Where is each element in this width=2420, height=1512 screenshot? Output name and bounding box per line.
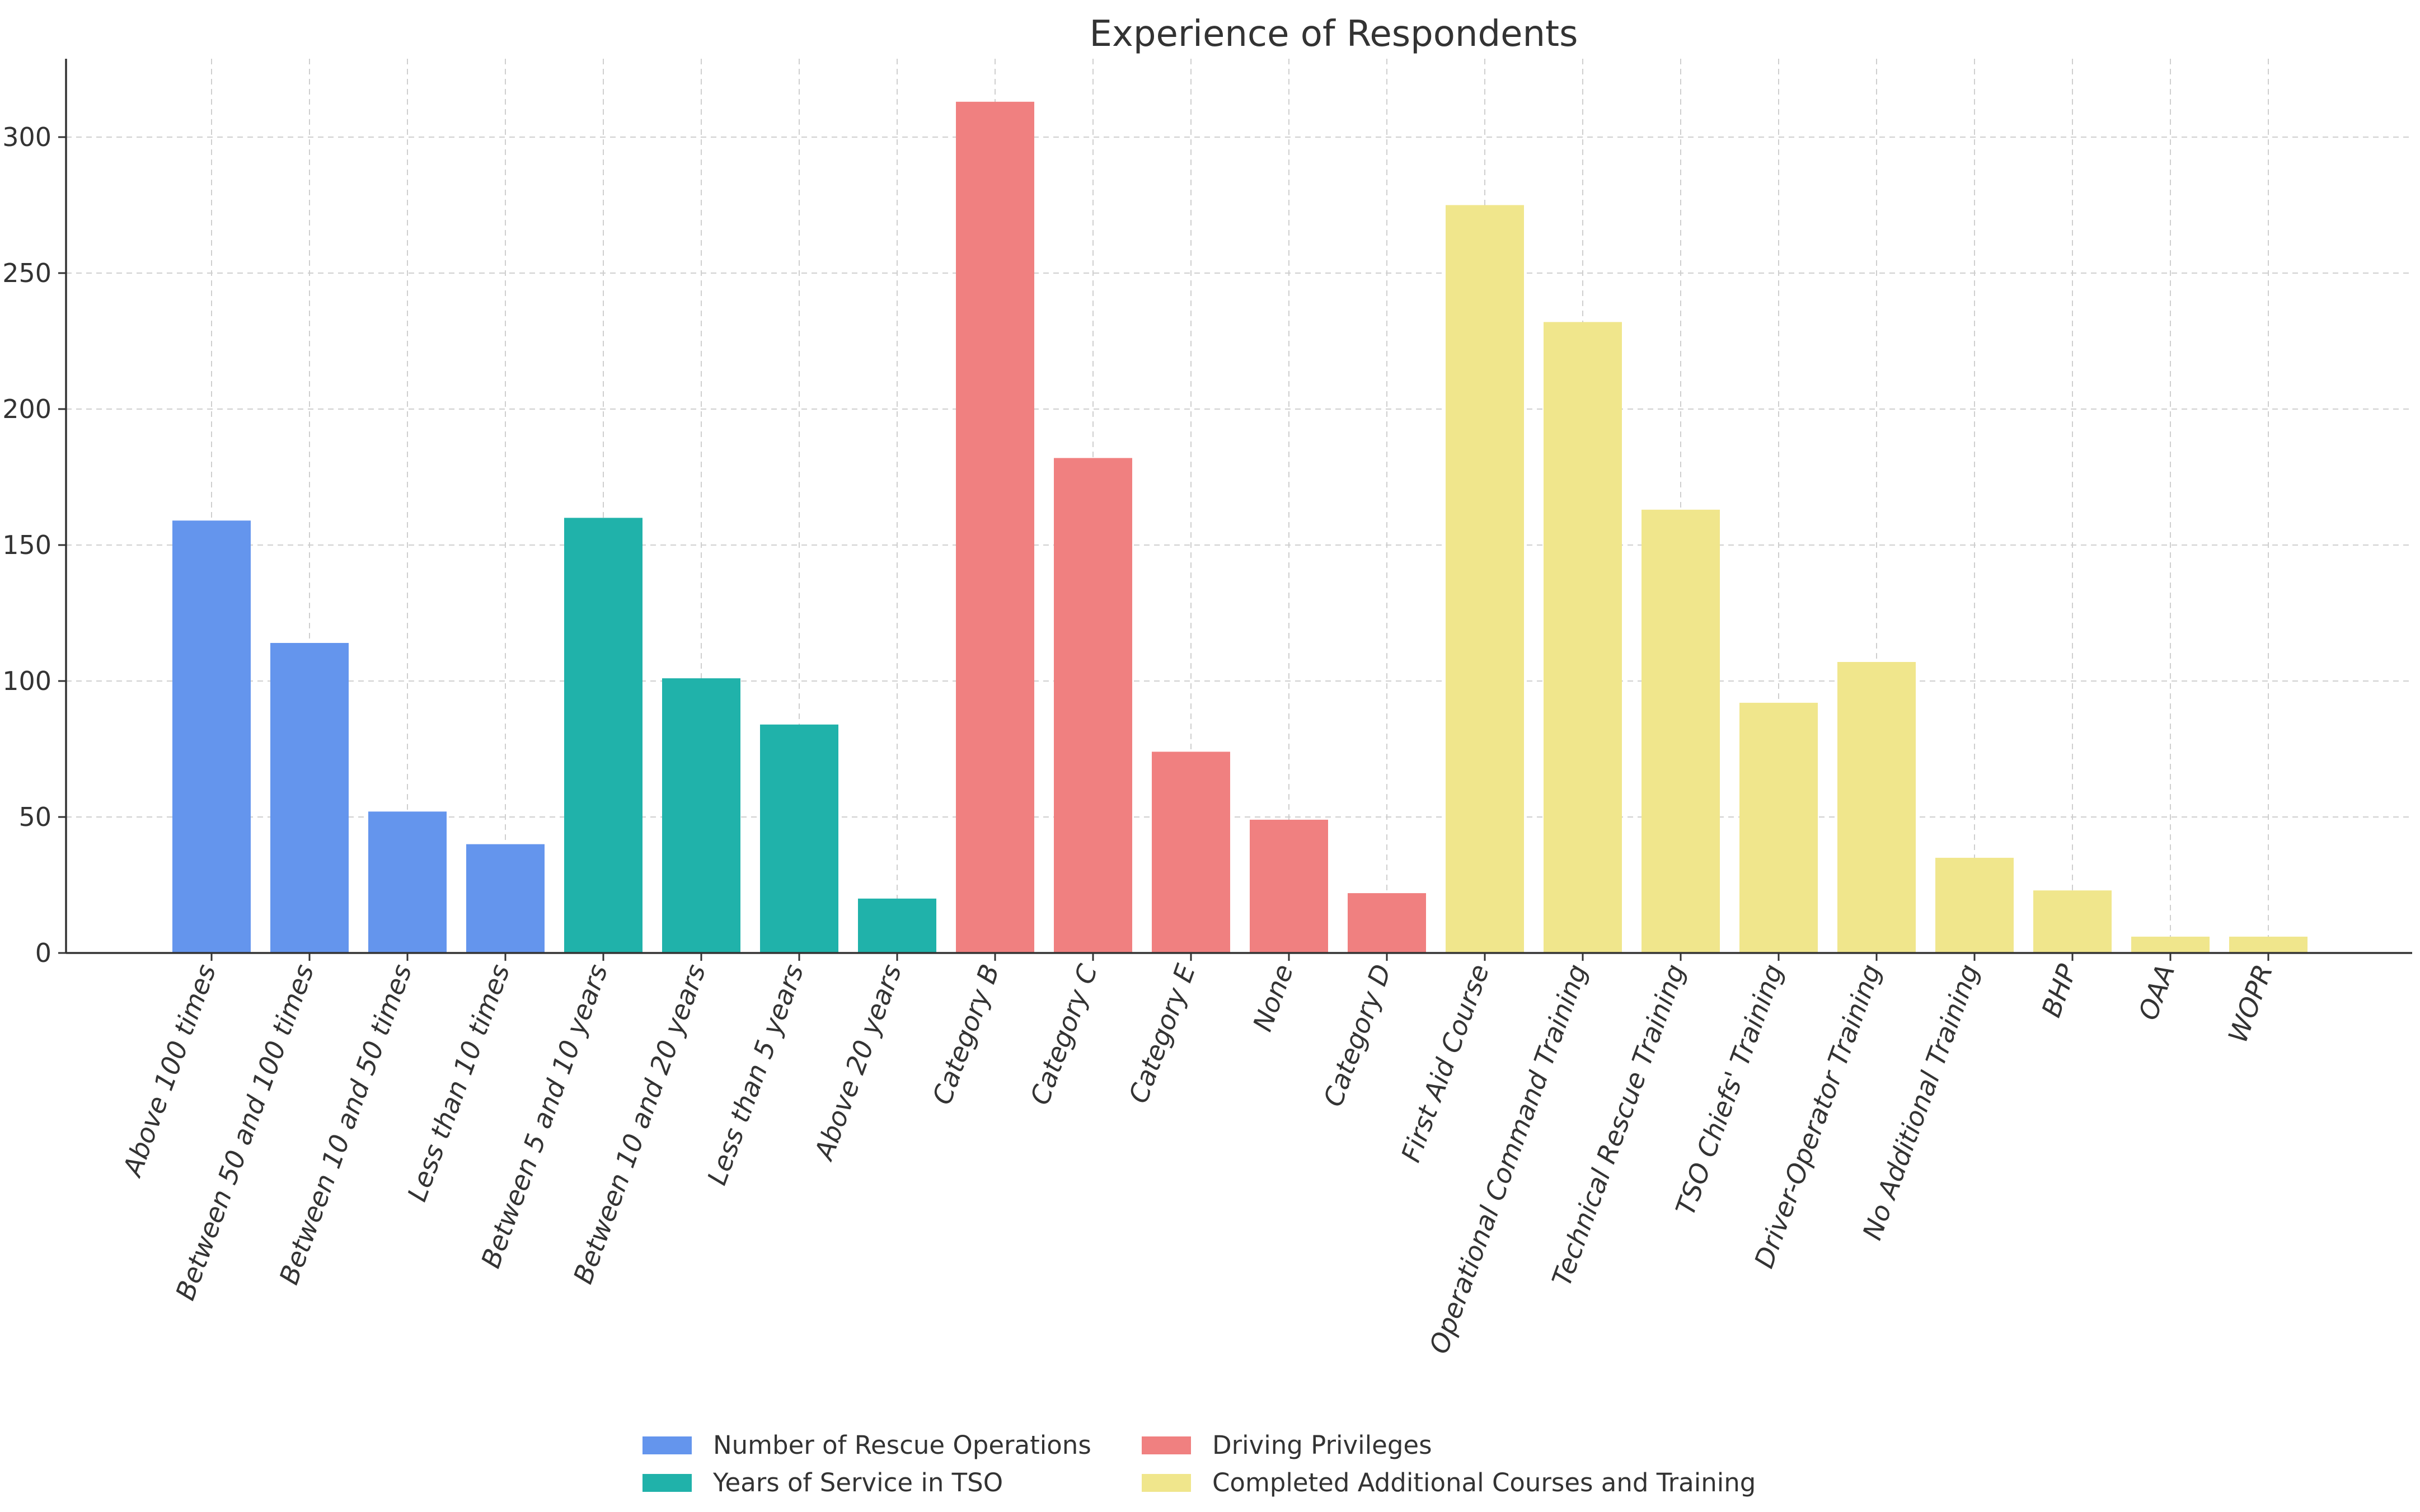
x-tick-label: Category D [1318,960,1398,1111]
axes [65,59,2412,954]
y-axis-ticks: 0 50 100 150 200 250 300 [2,122,66,968]
legend-label: Years of Service in TSO [712,1468,1003,1497]
legend: Number of Rescue Operations Years of Serv… [642,1430,1756,1497]
bar-none [1250,819,1328,953]
bar-between-10-and-50-times [368,811,447,953]
y-tick-label: 0 [35,938,51,968]
legend-swatch [1142,1436,1191,1454]
x-tick-label: Less than 10 times [402,960,516,1205]
x-tick-label: Category E [1123,960,1202,1107]
bar-above-20-years [858,898,936,953]
bar-wopr [2229,936,2308,953]
bar-operational-command-training [1544,322,1622,953]
y-tick-label: 150 [2,530,51,560]
grid [66,59,2412,953]
legend-swatch [1142,1474,1191,1492]
legend-label: Completed Additional Courses and Trainin… [1212,1468,1756,1497]
x-tick-label: TSO Chiefs' Training [1670,960,1789,1219]
bar-less-than-10-times [466,844,545,953]
legend-swatch [642,1474,692,1492]
bar-first-aid-course [1446,205,1524,953]
x-tick-label: None [1247,960,1300,1035]
bar-above-100-times [172,520,251,953]
bar-between-5-and-10-years [564,518,642,953]
bar-technical-rescue-training [1642,509,1720,953]
x-tick-label: Category C [1025,960,1104,1109]
y-tick-label: 300 [2,122,51,152]
bar-less-than-5-years [760,724,838,953]
x-tick-label: Category B [927,960,1006,1109]
legend-label: Number of Rescue Operations [713,1430,1091,1460]
legend-swatch [642,1436,692,1454]
bar-tso-chiefs-training [1739,702,1818,953]
legend-label: Driving Privileges [1212,1430,1432,1460]
bar-between-50-and-100-times [270,642,349,953]
x-tick-label: BHP [2036,960,2084,1022]
bar-oaa [2131,936,2210,953]
x-tick-label: Above 20 years [808,960,908,1165]
bar-driver-operator-training [1837,661,1916,953]
bar-category-b [956,101,1034,953]
y-tick-label: 100 [2,666,51,696]
x-tick-label: First Aid Course [1396,960,1496,1166]
y-tick-label: 250 [2,258,51,288]
x-tick-label: No Additional Training [1857,960,1985,1244]
bar-category-d [1348,893,1426,953]
bar-category-e [1152,752,1230,953]
chart-title: Experience of Respondents [1090,13,1578,55]
bar-no-additional-training [1935,857,2014,953]
bar-category-c [1054,458,1132,953]
y-tick-label: 200 [2,394,51,424]
x-tick-label: Less than 5 years [702,960,810,1189]
bars [172,101,2308,953]
x-tick-label: Above 100 times [117,960,223,1181]
x-tick-label: WOPR [2222,960,2279,1047]
bar-bhp [2033,890,2112,953]
bar-between-10-and-20-years [662,678,740,953]
y-tick-label: 50 [18,802,51,832]
x-tick-label: OAA [2133,960,2181,1024]
